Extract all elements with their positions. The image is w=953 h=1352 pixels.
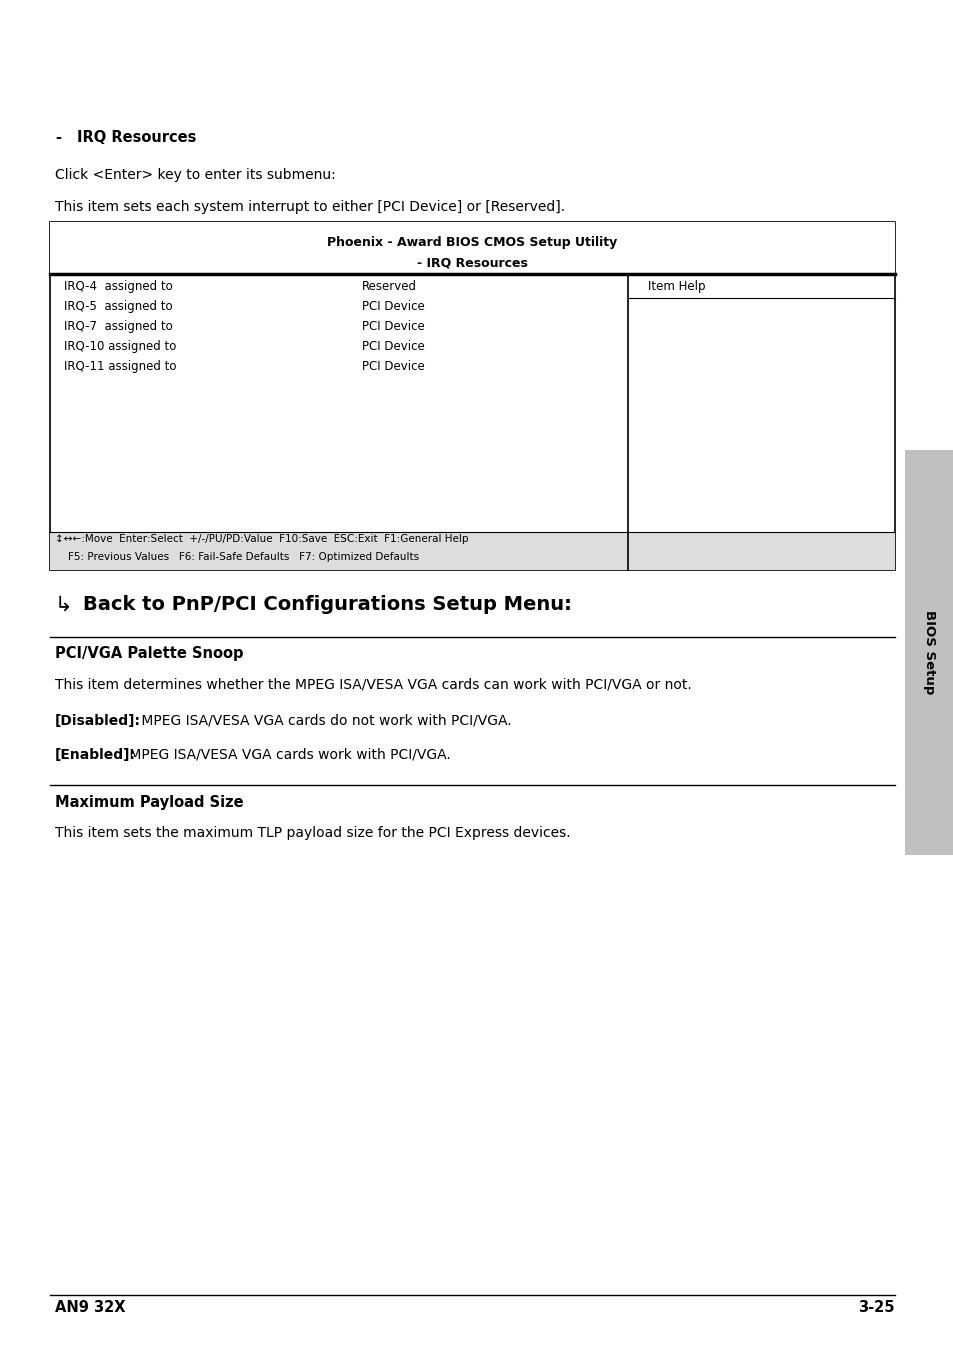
Text: This item sets each system interrupt to either [PCI Device] or [Reserved].: This item sets each system interrupt to …: [55, 200, 564, 214]
Text: 3-25: 3-25: [858, 1301, 894, 1315]
Text: MPEG ISA/VESA VGA cards do not work with PCI/VGA.: MPEG ISA/VESA VGA cards do not work with…: [137, 714, 511, 727]
Text: -: -: [55, 130, 61, 145]
Text: AN9 32X: AN9 32X: [55, 1301, 126, 1315]
Text: IRQ-5  assigned to: IRQ-5 assigned to: [64, 300, 172, 314]
Bar: [904, 450, 953, 854]
Bar: [50, 531, 894, 571]
Bar: [50, 222, 894, 274]
Text: IRQ Resources: IRQ Resources: [77, 130, 196, 145]
Text: [Disabled]:: [Disabled]:: [55, 714, 141, 727]
Text: IRQ-10 assigned to: IRQ-10 assigned to: [64, 339, 176, 353]
Bar: [50, 222, 894, 571]
Text: IRQ-11 assigned to: IRQ-11 assigned to: [64, 360, 176, 373]
Text: IRQ-4  assigned to: IRQ-4 assigned to: [64, 280, 172, 293]
Text: This item determines whether the MPEG ISA/VESA VGA cards can work with PCI/VGA o: This item determines whether the MPEG IS…: [55, 677, 691, 691]
Text: Maximum Payload Size: Maximum Payload Size: [55, 795, 243, 810]
Text: Item Help: Item Help: [647, 280, 705, 293]
Text: MPEG ISA/VESA VGA cards work with PCI/VGA.: MPEG ISA/VESA VGA cards work with PCI/VG…: [125, 748, 450, 763]
Text: Back to PnP/PCI Configurations Setup Menu:: Back to PnP/PCI Configurations Setup Men…: [83, 595, 571, 614]
Text: Phoenix - Award BIOS CMOS Setup Utility: Phoenix - Award BIOS CMOS Setup Utility: [327, 237, 617, 249]
Text: F5: Previous Values   F6: Fail-Safe Defaults   F7: Optimized Defaults: F5: Previous Values F6: Fail-Safe Defaul…: [55, 552, 418, 562]
Text: ↳: ↳: [55, 595, 72, 615]
Text: PCI Device: PCI Device: [361, 300, 424, 314]
Text: Reserved: Reserved: [361, 280, 416, 293]
Text: - IRQ Resources: - IRQ Resources: [416, 256, 527, 269]
Text: BIOS Setup: BIOS Setup: [923, 610, 935, 695]
Text: [Enabled]:: [Enabled]:: [55, 748, 136, 763]
Text: ↕↔←:Move  Enter:Select  +/-/PU/PD:Value  F10:Save  ESC:Exit  F1:General Help: ↕↔←:Move Enter:Select +/-/PU/PD:Value F1…: [55, 534, 468, 544]
Text: PCI Device: PCI Device: [361, 339, 424, 353]
Text: IRQ-7  assigned to: IRQ-7 assigned to: [64, 320, 172, 333]
Text: PCI/VGA Palette Snoop: PCI/VGA Palette Snoop: [55, 646, 243, 661]
Text: Click <Enter> key to enter its submenu:: Click <Enter> key to enter its submenu:: [55, 168, 335, 183]
Text: This item sets the maximum TLP payload size for the PCI Express devices.: This item sets the maximum TLP payload s…: [55, 826, 570, 840]
Text: PCI Device: PCI Device: [361, 360, 424, 373]
Text: PCI Device: PCI Device: [361, 320, 424, 333]
